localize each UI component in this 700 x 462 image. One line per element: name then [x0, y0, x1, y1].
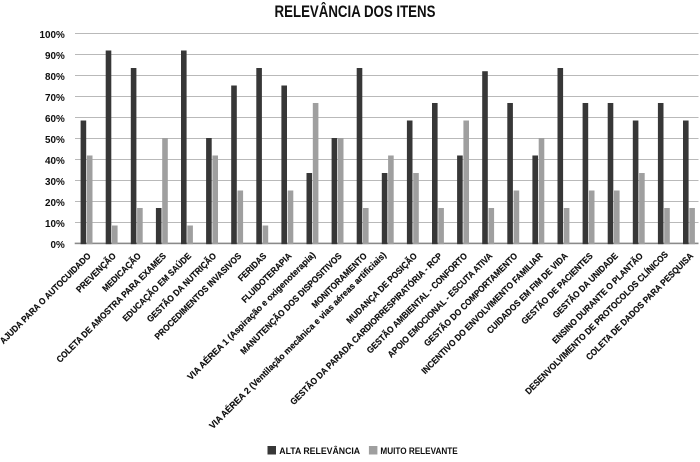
svg-text:ALTA RELEVÂNCIA: ALTA RELEVÂNCIA [279, 445, 360, 456]
svg-text:20%: 20% [45, 198, 65, 209]
svg-text:60%: 60% [45, 114, 65, 125]
svg-text:10%: 10% [45, 219, 65, 230]
svg-text:0%: 0% [51, 240, 65, 251]
svg-text:100%: 100% [40, 30, 65, 41]
svg-text:80%: 80% [45, 72, 65, 83]
svg-text:90%: 90% [45, 51, 65, 62]
svg-text:RELEVÂNCIA DOS ITENS: RELEVÂNCIA DOS ITENS [275, 2, 436, 22]
svg-text:30%: 30% [45, 177, 65, 188]
svg-text:70%: 70% [45, 93, 65, 104]
svg-text:50%: 50% [45, 135, 65, 146]
svg-text:40%: 40% [45, 156, 65, 167]
svg-text:MUITO RELEVANTE: MUITO RELEVANTE [380, 446, 457, 457]
